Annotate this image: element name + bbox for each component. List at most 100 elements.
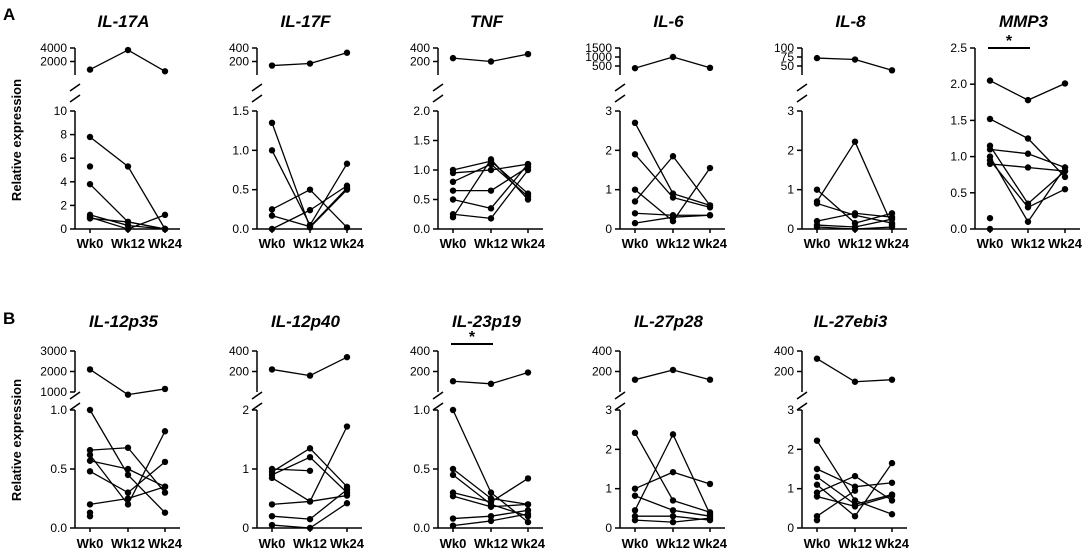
chart-9-series-6-point-0 [631, 516, 639, 524]
chart-3-series-6-line-0 [634, 216, 674, 224]
chart-1-y-tick-label-lower-0: 0.0 [232, 222, 249, 236]
chart-3-series-6-point-2 [706, 212, 714, 219]
chart-5-series-6-point-1 [1024, 164, 1032, 171]
chart-7-series-2-line-0 [271, 447, 311, 473]
chart-3-series-3-line-1 [672, 167, 711, 222]
chart-7-series-7-point-1 [306, 524, 314, 532]
chart-0-series-0-point-0 [86, 66, 94, 73]
chart-4-series-5-point-2 [888, 215, 896, 223]
chart-7-series-0-point-2 [343, 353, 351, 361]
chart-7-series-5-line-0 [271, 500, 311, 506]
chart-0-x-tick-label-2: Wk24 [148, 236, 183, 251]
chart-6-series-8-point-0 [86, 513, 94, 520]
chart-6-series-3-point-2 [161, 428, 169, 435]
chart-3-series-2-point-1 [669, 194, 677, 201]
chart-9-y-tick-label-lower-3: 3 [605, 403, 612, 417]
chart-4-y-tick-label-lower-2: 2 [787, 143, 794, 157]
chart-1-series-0-point-1 [306, 60, 314, 67]
chart-9-series-4-line-0 [634, 434, 674, 511]
chart-10-series-6-point-0 [813, 493, 821, 500]
chart-7-group: IL-12p40 200 400 0 1 2 Wk0 Wk12 Wk24 [229, 312, 365, 551]
chart-2-x-tick-label-0: Wk0 [440, 236, 467, 251]
chart-6-axis-break-mark-1 [69, 391, 81, 400]
chart-9-axis-break-mark-2 [614, 402, 626, 411]
chart-2-y-tick-label-lower-4: 2.0 [413, 104, 430, 118]
chart-7-series-6-line-1 [309, 489, 348, 520]
chart-7-series-5-point-0 [268, 501, 276, 508]
chart-3-series-5-point-0 [631, 210, 639, 217]
chart-6-y-tick-label-lower-0: 0.0 [50, 521, 67, 535]
chart-4-series-2-line-1 [854, 141, 893, 226]
chart-7-y-tick-label-lower-2: 2 [242, 403, 249, 417]
chart-3-series-1-line-0 [634, 122, 674, 194]
chart-9-group: IL-27p28 200 400 0 1 2 3 Wk0 Wk12 Wk24 [592, 312, 728, 551]
chart-10-y-tick-label-lower-1: 1 [787, 482, 794, 496]
chart-8-series-1-point-2 [524, 518, 532, 526]
chart-8-series-5-point-2 [524, 501, 532, 508]
chart-6-series-3-line-0 [89, 454, 129, 505]
chart-7-series-3-line-0 [271, 456, 311, 476]
chart-9-series-1-line-0 [634, 432, 674, 501]
chart-1-series-1-line-0 [271, 122, 311, 228]
chart-6-series-2-line-1 [127, 447, 166, 494]
chart-5-series-7-point-0 [986, 214, 994, 222]
chart-2-series-0-line-1 [490, 53, 529, 63]
chart-8-x-tick-label-1: Wk12 [474, 536, 508, 551]
chart-3-axis-break-mark-1 [614, 83, 626, 92]
chart-0-axis-break-mark-2 [69, 94, 81, 103]
chart-8-series-7-point-2 [524, 510, 532, 518]
chart-8-series-2-point-0 [449, 465, 457, 473]
chart-8-title: IL-23p19 [452, 312, 522, 331]
chart-9-series-2-line-0 [634, 471, 674, 490]
chart-0-series-5-point-1 [124, 218, 132, 226]
chart-6-series-5-point-0 [86, 468, 94, 475]
chart-4-series-4-line-0 [816, 212, 856, 222]
chart-1-title: IL-17F [280, 12, 331, 31]
chart-9-series-1-point-1 [669, 497, 677, 504]
chart-6-y-tick-label-upper-2: 3000 [40, 344, 67, 358]
chart-5-significance-star: * [1006, 33, 1013, 50]
chart-3-series-4-point-1 [669, 153, 677, 160]
chart-1-series-3-point-2 [343, 224, 351, 231]
chart-1-series-0-line-1 [309, 52, 348, 65]
chart-10-y-tick-label-lower-0: 0 [787, 521, 794, 535]
chart-1-series-4-point-0 [268, 212, 276, 219]
chart-2-series-0-point-2 [524, 50, 532, 58]
chart-10-y-tick-label-lower-2: 2 [787, 442, 794, 456]
chart-10-series-3-point-0 [813, 473, 821, 481]
chart-4-series-0-point-0 [813, 54, 821, 62]
chart-4-series-5-line-0 [816, 224, 856, 228]
chart-3-title: IL-6 [653, 12, 684, 31]
chart-0-x-tick-label-0: Wk0 [77, 236, 104, 251]
chart-2-x-tick-label-1: Wk12 [474, 236, 508, 251]
chart-6-series-1-point-1 [124, 471, 132, 479]
chart-1-series-0-point-0 [268, 62, 276, 69]
chart-3-series-1-point-0 [631, 119, 639, 127]
chart-3-y-tick-label-lower-2: 2 [605, 143, 612, 157]
chart-8-y-tick-label-upper-1: 400 [410, 344, 430, 358]
chart-1-series-2-point-0 [268, 147, 276, 154]
chart-9-series-0-point-0 [631, 376, 639, 383]
chart-3-series-6-line-1 [672, 214, 711, 218]
chart-2-series-0-line-0 [452, 57, 492, 63]
chart-4-series-6-line-1 [854, 226, 893, 230]
chart-8-series-4-point-2 [524, 475, 532, 482]
chart-5-y-tick-label-lower-4: 2.0 [950, 77, 967, 91]
chart-3-axis-break-mark-2 [614, 94, 626, 103]
chart-8-axis-break-mark-1 [432, 391, 444, 400]
chart-7-series-4-line-0 [271, 477, 311, 503]
chart-7-series-5-line-1 [309, 494, 348, 503]
chart-5-group: MMP3 0.0 0.5 1.0 1.5 2.0 2.5 Wk0 Wk12 Wk24 * [950, 12, 1082, 251]
chart-10-series-0-line-0 [816, 358, 856, 383]
chart-4-series-6-point-2 [888, 223, 896, 231]
chart-1-series-4-point-1 [306, 223, 314, 230]
chart-1-series-0-line-0 [271, 62, 311, 67]
chart-5-title: MMP3 [999, 12, 1049, 31]
chart-8-series-2-line-0 [452, 468, 492, 500]
chart-9-series-1-line-1 [672, 499, 711, 513]
chart-10-y-tick-label-lower-3: 3 [787, 403, 794, 417]
